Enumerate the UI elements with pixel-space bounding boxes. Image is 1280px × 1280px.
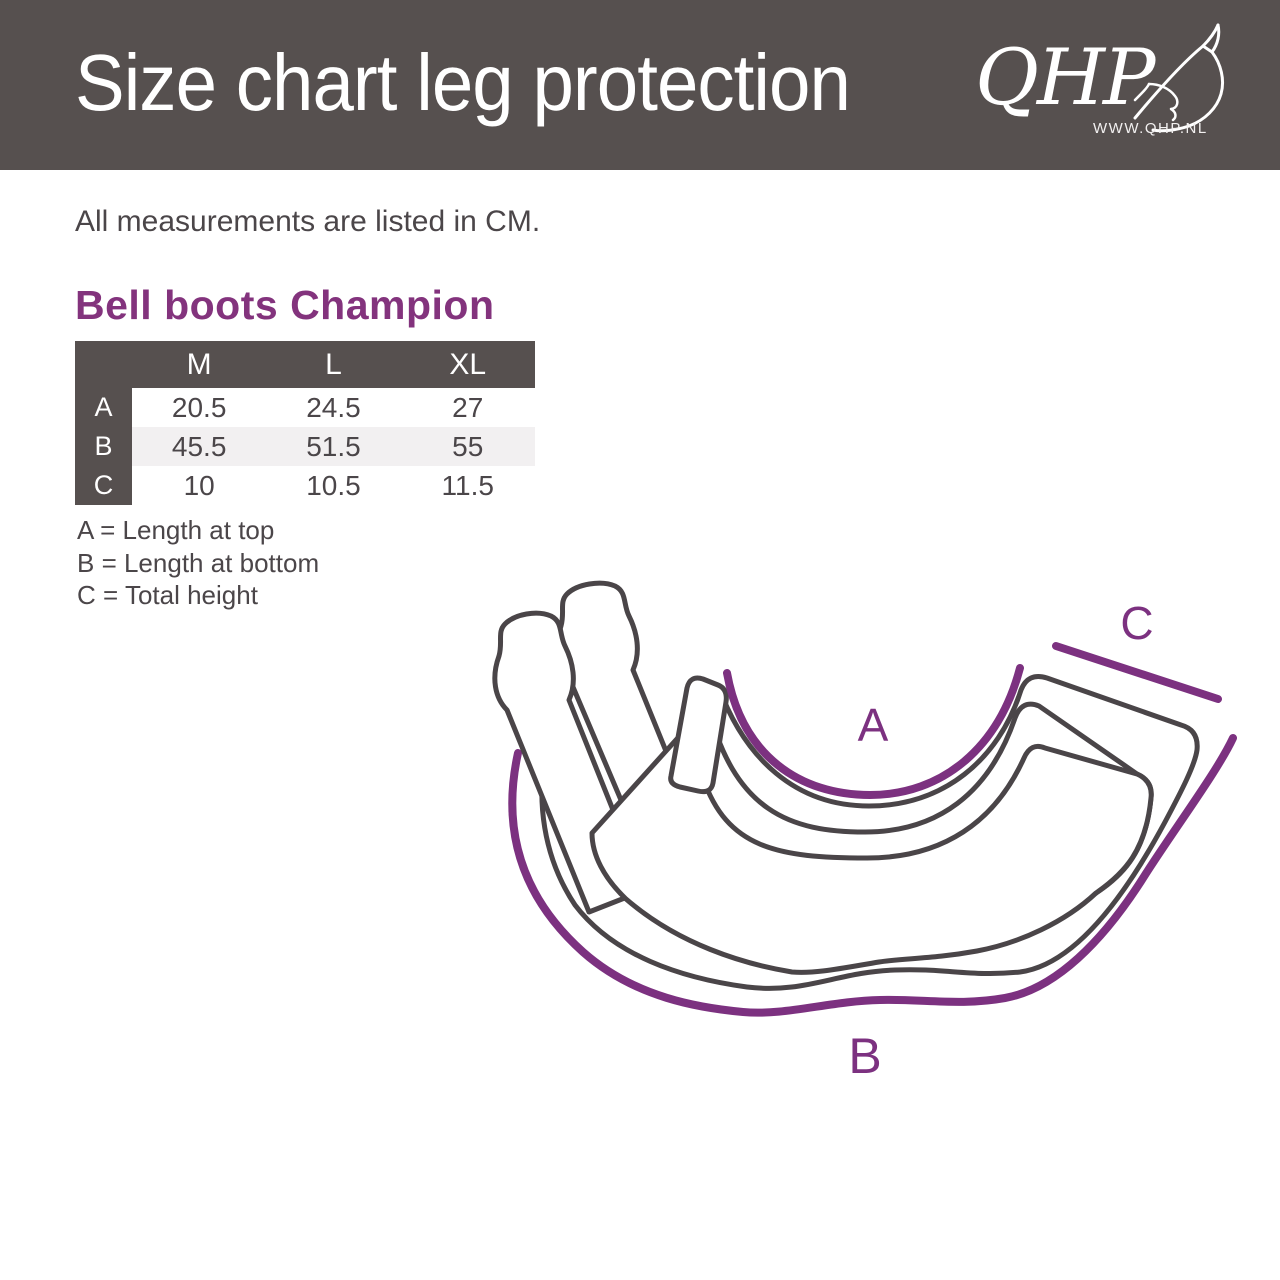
- measure-arc-b: [508, 734, 1237, 1017]
- cell-a-xl: 27: [452, 391, 484, 423]
- bell-boot-diagram: A B C: [492, 580, 1237, 1084]
- cell-c-m: 10: [183, 469, 215, 501]
- column-header-l: L: [325, 347, 342, 381]
- qhp-logo: QHP WWW.QHP.NL: [965, 20, 1230, 155]
- diagram-label-b: B: [848, 1028, 881, 1084]
- horse-head-icon: [1133, 23, 1225, 133]
- cell-a-m: 20.5: [171, 391, 227, 423]
- cell-b-xl: 55: [452, 430, 484, 462]
- cell-b-m: 45.5: [171, 430, 227, 462]
- boot-outline: [539, 674, 1200, 991]
- page-title: Size chart leg protection: [75, 38, 851, 127]
- cell-b-l: 51.5: [306, 430, 361, 462]
- legend-line-b: B = Length at bottom: [77, 547, 320, 578]
- column-header-xl: XL: [449, 347, 487, 381]
- measure-line-c: [1052, 642, 1222, 703]
- boot-liner-panel: [589, 707, 1154, 975]
- table-header-row: M L XL: [75, 341, 535, 388]
- legend-line-c: C = Total height: [77, 580, 258, 610]
- table-row: 45.5 51.5 55: [132, 427, 535, 466]
- column-header-m: M: [186, 347, 212, 381]
- qhp-logo-text: QHP: [975, 33, 1155, 123]
- measure-arc-a: [723, 664, 1024, 800]
- strap-keeper-tab: [668, 675, 729, 795]
- table-row: 20.5 24.5 27: [132, 388, 535, 427]
- cell-c-xl: 11.5: [441, 469, 494, 501]
- row-label-b: B: [94, 431, 113, 461]
- diagram-label-c: C: [1120, 597, 1153, 649]
- legend-line-a: A = Length at top: [77, 515, 275, 545]
- qhp-logo-url: WWW.QHP.NL: [1093, 120, 1208, 137]
- diagram-label-a: A: [858, 699, 889, 751]
- size-table: M L XL A B C 20.5 24.5 27 45.5 51.5 55 1…: [75, 341, 535, 505]
- table-row-labels: A B C: [75, 388, 132, 505]
- row-label-a: A: [94, 392, 113, 422]
- table-body: 20.5 24.5 27 45.5 51.5 55 10 10.5 11.5: [132, 388, 535, 505]
- section-title: Bell boots Champion: [75, 282, 495, 328]
- cell-a-l: 24.5: [306, 391, 361, 423]
- row-label-c: C: [93, 470, 114, 500]
- cell-c-l: 10.5: [306, 469, 361, 501]
- measurement-legend: A = Length at top B = Length at bottom C…: [77, 514, 319, 612]
- header-bar: Size chart leg protection QHP WWW.QHP.NL: [0, 0, 1280, 170]
- table-corner: [75, 341, 132, 388]
- table-row: 10 10.5 11.5: [132, 466, 535, 505]
- intro-note: All measurements are listed in CM.: [75, 205, 541, 238]
